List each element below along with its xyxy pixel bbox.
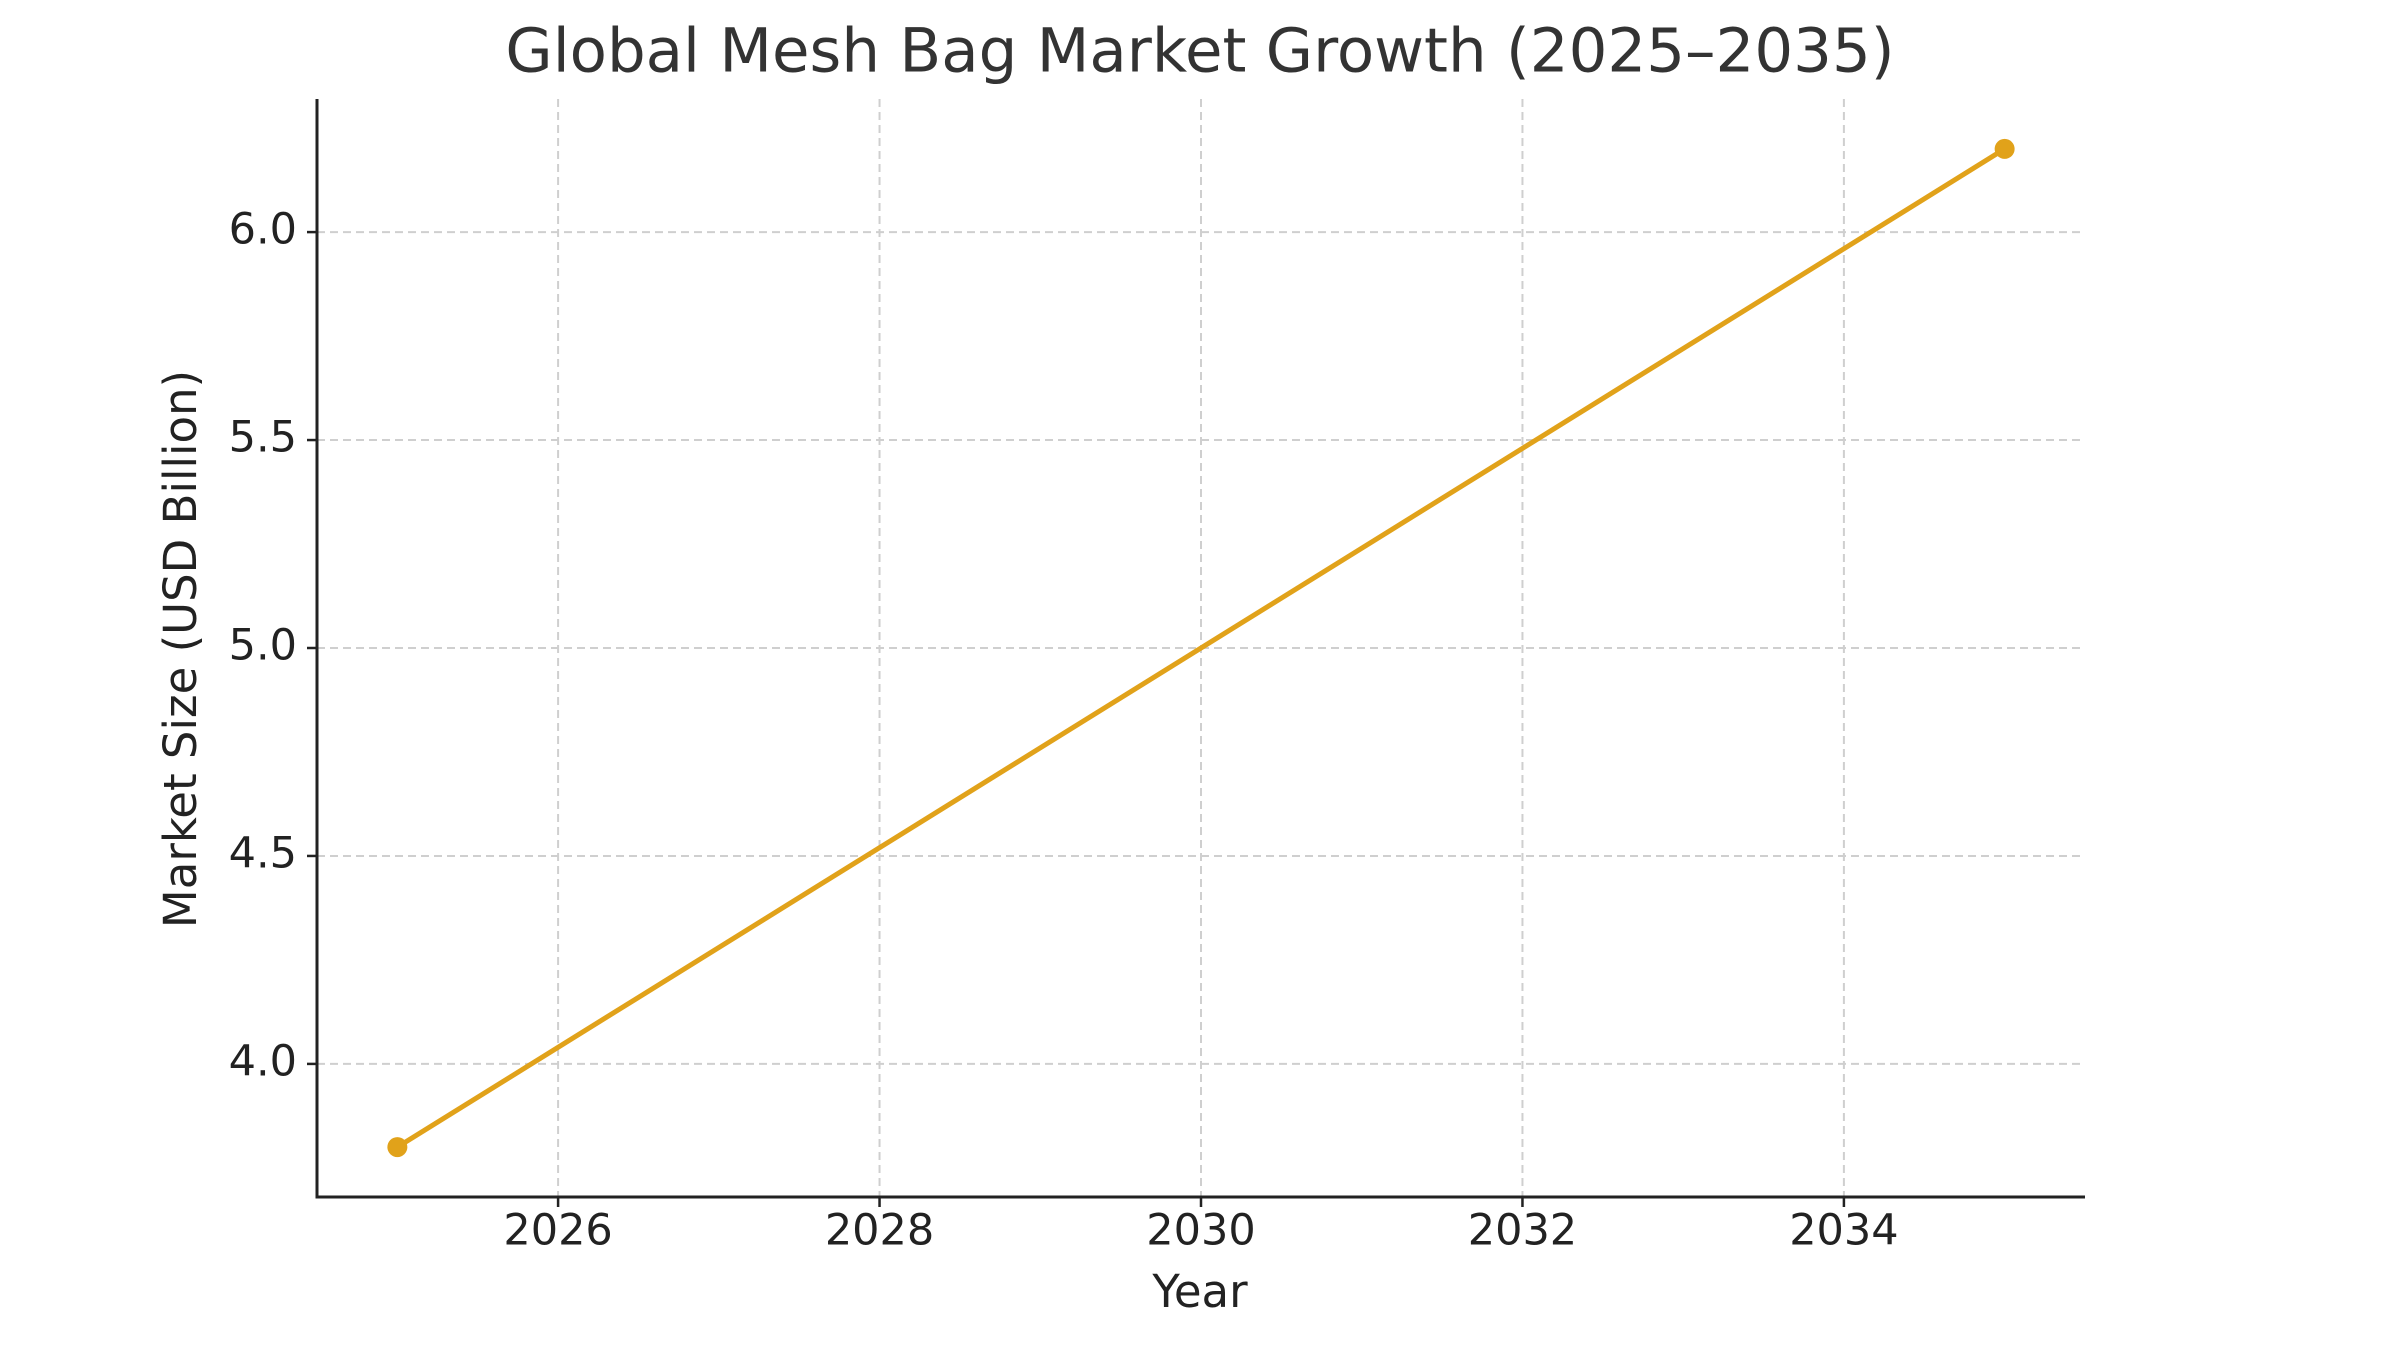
x-axis-label: Year: [1151, 1265, 1248, 1318]
chart-title: Global Mesh Bag Market Growth (2025–2035…: [505, 16, 1894, 87]
y-axis-label: Market Size (USD Billion): [154, 370, 207, 928]
x-tick-label: 2034: [1789, 1206, 1898, 1256]
y-tick-label: 5.0: [229, 621, 297, 671]
point-marker: [1994, 138, 2015, 159]
x-tick-label: 2030: [1146, 1206, 1255, 1256]
y-tick-label: 5.5: [229, 413, 297, 463]
point-marker: [387, 1137, 408, 1158]
x-tick-label: 2026: [503, 1206, 612, 1256]
x-tick-label: 2028: [825, 1206, 934, 1256]
series-line: [396, 146, 2006, 1150]
y-tick-label: 4.0: [229, 1036, 297, 1086]
y-tick-label: 4.5: [229, 828, 297, 878]
y-tick-label: 6.0: [229, 205, 297, 255]
x-tick-label: 2032: [1468, 1206, 1577, 1256]
